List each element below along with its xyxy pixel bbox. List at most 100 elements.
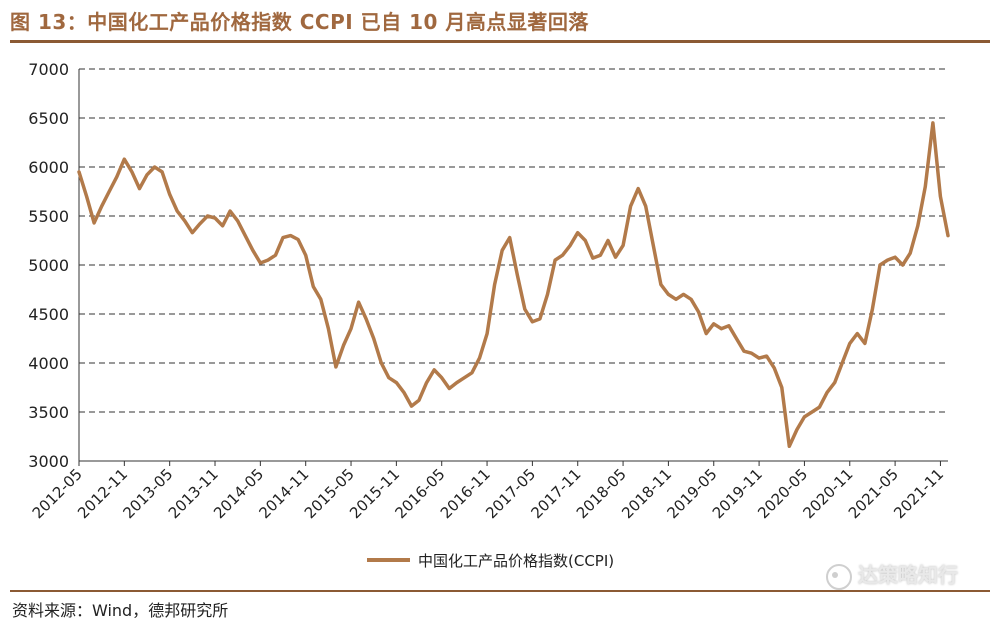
y-tick-label: 7000 <box>28 60 69 79</box>
data-point <box>682 293 685 296</box>
data-point <box>342 344 345 347</box>
data-point <box>289 234 292 237</box>
data-point <box>720 327 723 330</box>
data-point <box>841 361 844 365</box>
data-point <box>561 254 564 257</box>
data-point <box>402 391 406 394</box>
data-point <box>296 238 300 241</box>
data-point <box>138 187 141 190</box>
data-point <box>319 298 323 301</box>
data-point <box>364 317 368 321</box>
data-point <box>871 307 874 311</box>
data-point <box>183 219 186 223</box>
data-point <box>417 399 421 402</box>
data-point <box>939 195 942 198</box>
data-point <box>478 356 481 360</box>
data-point <box>886 258 889 262</box>
data-point <box>221 224 224 227</box>
data-point <box>251 249 254 252</box>
x-axis: 2012-052012-112013-052013-112014-052014-… <box>29 460 948 522</box>
data-point <box>410 404 413 408</box>
data-point <box>712 322 715 325</box>
y-tick-label: 5500 <box>28 207 69 226</box>
data-point <box>946 234 950 237</box>
data-point <box>312 285 315 288</box>
data-point <box>387 376 391 379</box>
data-point <box>493 283 496 286</box>
y-tick-label: 3500 <box>28 403 69 422</box>
footer-divider <box>10 590 990 592</box>
data-point <box>228 209 232 213</box>
data-point <box>591 256 595 260</box>
data-point <box>115 175 118 178</box>
data-point <box>92 221 96 225</box>
data-point <box>130 170 134 174</box>
data-point <box>818 405 821 409</box>
y-tick-label: 4500 <box>28 305 69 324</box>
series-line-ccpi <box>77 121 950 449</box>
y-tick-label: 6500 <box>28 109 69 128</box>
chart-legend: 中国化工产品价格指数(CCPI) <box>367 552 614 570</box>
wechat-icon <box>826 563 852 590</box>
data-point <box>757 356 761 360</box>
data-point <box>100 205 103 208</box>
y-tick-label: 4000 <box>28 354 69 373</box>
data-point <box>455 381 459 384</box>
data-point <box>621 244 625 247</box>
data-point <box>153 165 156 169</box>
data-point <box>266 258 270 262</box>
data-point <box>584 239 587 242</box>
line-chart: 3000 3500 4000 4500 5000 5500 6000 6500 7000 201… <box>28 60 950 570</box>
data-point <box>440 376 443 379</box>
data-point <box>448 387 451 390</box>
data-point <box>281 236 285 239</box>
data-point <box>372 337 375 340</box>
series-layer <box>77 121 950 449</box>
data-point <box>274 254 277 257</box>
data-point <box>848 342 851 345</box>
data-point <box>924 185 927 188</box>
data-point <box>77 170 81 174</box>
data-point <box>606 239 610 242</box>
data-point <box>780 386 783 389</box>
data-point <box>825 391 829 394</box>
data-point <box>659 283 663 286</box>
data-point <box>198 222 202 226</box>
data-point <box>614 255 617 259</box>
data-point <box>553 258 557 262</box>
data-point <box>629 205 632 208</box>
data-point <box>878 263 882 267</box>
data-point <box>795 428 799 431</box>
data-point <box>909 252 912 255</box>
data-point <box>123 157 126 161</box>
data-point <box>689 298 693 301</box>
data-point <box>432 368 436 372</box>
data-point <box>636 187 640 190</box>
data-point <box>145 173 149 177</box>
data-point <box>931 121 935 125</box>
y-tick-label: 3000 <box>28 452 69 471</box>
data-point <box>916 224 919 227</box>
data-point <box>85 195 88 198</box>
data-point <box>788 445 791 448</box>
data-point <box>304 254 307 257</box>
data-point <box>516 273 519 276</box>
data-point <box>108 190 111 193</box>
data-point <box>357 301 360 304</box>
data-point <box>485 332 489 335</box>
watermark: 达策略知行 <box>826 559 958 590</box>
data-point <box>191 231 194 234</box>
chart-title: 图 13：中国化工产品价格指数 CCPI 已自 10 月高点显著回落 <box>10 10 589 34</box>
data-point <box>349 327 353 330</box>
data-point <box>568 244 572 247</box>
data-point <box>168 193 171 196</box>
chart-grid <box>79 68 948 413</box>
data-point <box>599 254 602 257</box>
title-divider <box>10 40 990 43</box>
x-tick-label: 2021-11 <box>890 465 947 522</box>
data-point <box>531 320 534 324</box>
data-point <box>863 342 867 345</box>
data-point <box>538 317 542 321</box>
data-point <box>735 337 738 340</box>
data-point <box>576 231 579 234</box>
